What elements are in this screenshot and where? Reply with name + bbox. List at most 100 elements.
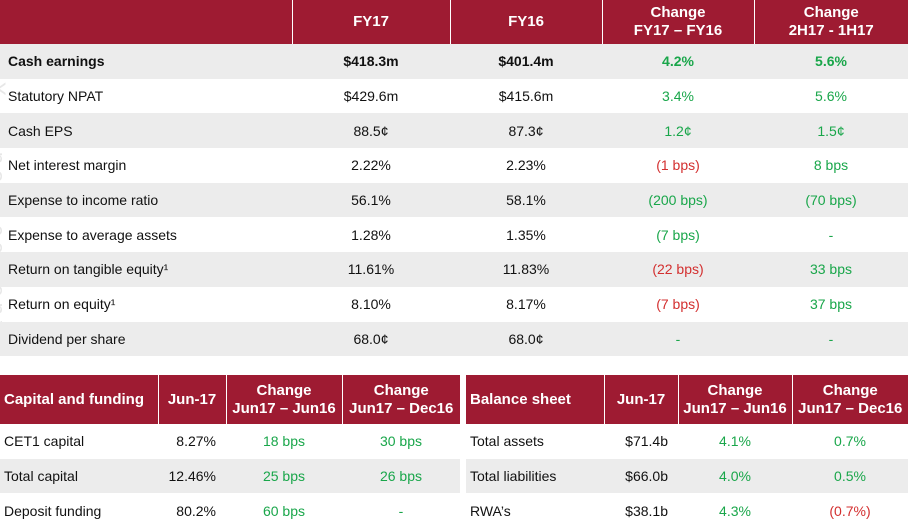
table-row: Return on tangible equity¹ 11.61% 11.83%… (0, 252, 908, 287)
row-change-hoh: 26 bps (379, 468, 423, 485)
row-change-yoy: 4.3% (719, 502, 751, 519)
row-fy17: 88.5¢ (353, 122, 389, 139)
table-row: Net interest margin 2.22% 2.23% (1 bps) … (0, 148, 908, 183)
row-fy16: 1.35% (506, 226, 546, 243)
row-fy17: $418.3m (343, 53, 399, 70)
row-label: Statutory NPAT (8, 88, 104, 105)
row-change-fy: (7 bps) (656, 226, 700, 243)
row-fy17: 68.0¢ (353, 330, 389, 347)
row-label: Total liabilities (470, 468, 557, 485)
row-change-half: - (828, 330, 834, 347)
row-label: Dividend per share (8, 330, 126, 347)
row-change-half: 37 bps (809, 296, 853, 313)
balance-sheet-table: Balance sheet Jun-17 Change Jun17 – Jun1… (466, 375, 908, 528)
header-blank (0, 0, 292, 44)
row-change-half: (70 bps) (805, 192, 857, 209)
table-row: Total liabilities $66.0b 4.0% 0.5% (466, 458, 908, 494)
row-fy17: $429.6m (343, 88, 399, 105)
row-label: Deposit funding (4, 502, 102, 519)
results-header-row: FY17 FY16 Change FY17 – FY16 Change 2H17… (0, 0, 908, 44)
row-label: Expense to average assets (8, 226, 177, 243)
table-row: Cash EPS 88.5¢ 87.3¢ 1.2¢ 1.5¢ (0, 113, 908, 149)
row-jun17: $66.0b (625, 468, 668, 485)
row-change-fy: 1.2¢ (664, 122, 692, 139)
row-jun17: $38.1b (625, 502, 668, 519)
row-jun17: 80.2% (176, 502, 216, 519)
row-change-half: - (828, 226, 834, 243)
capital-funding-table: Capital and funding Jun-17 Change Jun17 … (0, 375, 460, 528)
row-fy16: 58.1% (506, 192, 546, 209)
row-jun17: 8.27% (176, 433, 216, 450)
row-change-half: 1.5¢ (817, 122, 845, 139)
table-row: Dividend per share 68.0¢ 68.0¢ - - (0, 321, 908, 357)
capital-header-title: Capital and funding (4, 390, 144, 408)
table-row: Deposit funding 80.2% 60 bps - (0, 493, 460, 528)
row-label: RWA’s (470, 502, 511, 519)
row-change-hoh: 0.5% (834, 468, 866, 485)
row-change-fy: 3.4% (662, 88, 694, 105)
table-row: Total assets $71.4b 4.1% 0.7% (466, 424, 908, 459)
results-summary-table: FY17 FY16 Change FY17 – FY16 Change 2H17… (0, 0, 908, 357)
row-change-fy: (7 bps) (656, 296, 700, 313)
row-fy16: 2.23% (506, 157, 546, 174)
row-label: Cash earnings (8, 53, 105, 70)
row-change-yoy: 4.1% (719, 433, 751, 450)
row-change-hoh: 30 bps (379, 433, 423, 450)
row-change-yoy: 60 bps (262, 502, 306, 519)
balance-header-change-yoy: Change Jun17 – Jun16 (677, 375, 792, 424)
header-change-fy: Change FY17 – FY16 (601, 0, 754, 44)
row-label: Expense to income ratio (8, 192, 159, 209)
row-label: CET1 capital (4, 433, 85, 450)
row-change-fy: (22 bps) (652, 261, 704, 278)
row-change-hoh: (0.7%) (829, 502, 871, 519)
row-change-fy: - (675, 330, 681, 347)
row-change-yoy: 4.0% (719, 468, 751, 485)
capital-header-jun17: Jun-17 (157, 375, 226, 424)
table-row: CET1 capital 8.27% 18 bps 30 bps (0, 424, 460, 459)
row-jun17: 12.46% (168, 468, 216, 485)
table-row: Return on equity¹ 8.10% 8.17% (7 bps) 37… (0, 287, 908, 322)
header-change-half: Change 2H17 - 1H17 (753, 0, 908, 44)
row-label: Total capital (4, 468, 78, 485)
row-change-half: 5.6% (815, 88, 847, 105)
row-fy17: 8.10% (351, 296, 391, 313)
table-row: RWA’s $38.1b 4.3% (0.7%) (466, 493, 908, 528)
header-fy16: FY16 (449, 0, 602, 44)
row-change-fy: 4.2% (662, 53, 694, 70)
row-change-yoy: 25 bps (262, 468, 306, 485)
balance-header-row: Balance sheet Jun-17 Change Jun17 – Jun1… (466, 375, 908, 424)
row-fy16: $401.4m (498, 53, 554, 70)
row-change-hoh: 0.7% (834, 433, 866, 450)
row-change-fy: (1 bps) (656, 157, 700, 174)
row-change-half: 33 bps (809, 261, 853, 278)
row-fy16: 87.3¢ (508, 122, 544, 139)
row-fy16: $415.6m (498, 88, 554, 105)
row-change-half: 5.6% (815, 53, 847, 70)
balance-header-change-hoh: Change Jun17 – Dec16 (791, 375, 908, 424)
row-label: Return on tangible equity¹ (8, 261, 169, 278)
balance-header-jun17: Jun-17 (603, 375, 678, 424)
balance-header-title: Balance sheet (470, 390, 571, 408)
row-fy16: 11.83% (502, 261, 550, 278)
header-fy17: FY17 (291, 0, 450, 44)
capital-header-change-hoh: Change Jun17 – Dec16 (341, 375, 460, 424)
row-fy17: 56.1% (351, 192, 391, 209)
row-label: Return on equity¹ (8, 296, 116, 313)
row-change-fy: (200 bps) (648, 192, 708, 209)
table-row: Expense to average assets 1.28% 1.35% (7… (0, 217, 908, 252)
table-row: Statutory NPAT $429.6m $415.6m 3.4% 5.6% (0, 79, 908, 114)
row-change-yoy: 18 bps (262, 433, 306, 450)
capital-header-change-yoy: Change Jun17 – Jun16 (225, 375, 342, 424)
row-jun17: $71.4b (625, 433, 668, 450)
row-change-half: 8 bps (813, 157, 849, 174)
row-change-hoh: - (398, 502, 404, 519)
row-fy17: 1.28% (351, 226, 391, 243)
row-fy17: 11.61% (347, 261, 395, 278)
row-fy16: 8.17% (506, 296, 546, 313)
row-fy17: 2.22% (351, 157, 391, 174)
row-fy16: 68.0¢ (508, 330, 544, 347)
row-label: Net interest margin (8, 157, 127, 174)
table-row: Expense to income ratio 56.1% 58.1% (200… (0, 182, 908, 218)
table-row: Cash earnings $418.3m $401.4m 4.2% 5.6% (0, 44, 908, 79)
row-label: Total assets (470, 433, 544, 450)
